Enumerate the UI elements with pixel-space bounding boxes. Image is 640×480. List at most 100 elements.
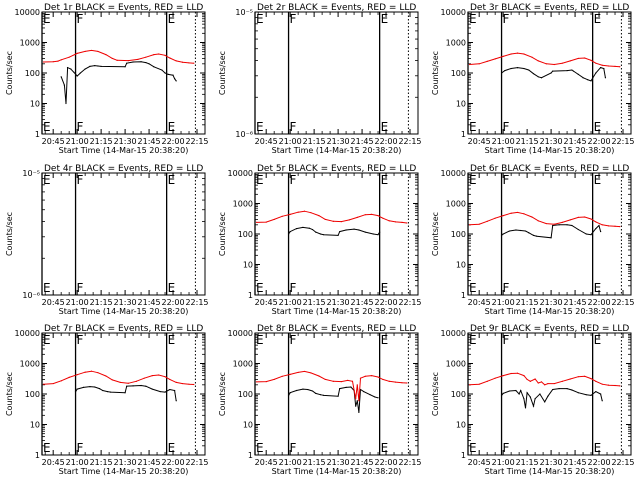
series-lld-line: [469, 52, 620, 68]
series-events-point: [558, 388, 560, 390]
series-lld-point: [478, 63, 480, 65]
y-tick-label: 10000: [228, 169, 253, 178]
marker-label: E: [469, 120, 477, 134]
series-events-point: [295, 228, 298, 230]
series-events-point: [363, 390, 365, 393]
y-axis-label: Counts/sec: [5, 212, 14, 256]
series-lld-point: [164, 376, 166, 378]
x-tick-label: 21:30: [327, 137, 350, 146]
marker-label-top: F: [503, 173, 510, 187]
marker-label-top: E: [256, 12, 264, 26]
marker-label: E: [256, 120, 264, 134]
y-tick-label: 1000: [20, 39, 40, 48]
chart-title: Det 5r BLACK = Events, RED = LLD: [257, 164, 416, 174]
series-lld-point: [188, 383, 190, 385]
series-events-point: [515, 389, 517, 392]
series-events-point: [110, 391, 112, 393]
marker-label-top: F: [290, 173, 297, 187]
y-tick-label: 100: [451, 69, 466, 78]
marker-label: E: [168, 120, 176, 134]
series-lld-point: [42, 383, 45, 385]
series-events-point: [345, 229, 347, 231]
x-axis-label: Start Time (14-Mar-15 20:38:20): [59, 146, 189, 155]
series-lld-point: [537, 220, 539, 222]
series-lld-point: [545, 63, 547, 65]
series-events-point: [315, 392, 317, 394]
series-lld-point: [561, 221, 563, 224]
chart-panel-8: Det 8r BLACK = Events, RED = LLD 1 10 100 10…: [218, 324, 422, 476]
series-lld-point: [175, 60, 177, 62]
x-tick-label: 22:00: [375, 298, 398, 307]
series-lld-point: [502, 375, 504, 377]
series-lld-point: [97, 50, 99, 53]
x-tick-label: 21:00: [492, 458, 515, 467]
series-events-point: [124, 392, 126, 394]
series-lld-point: [356, 216, 358, 219]
series-lld-point: [590, 218, 592, 220]
series-events-point: [600, 67, 602, 69]
series-lld-point: [478, 383, 480, 385]
series-events-point: [82, 386, 85, 388]
series-lld-point: [395, 221, 397, 223]
series-lld-line: [256, 210, 407, 224]
x-tick-label: 21:00: [279, 298, 302, 307]
x-tick-label: 21:15: [516, 298, 539, 307]
x-tick-label: 22:00: [375, 137, 398, 146]
series-lld-point: [127, 382, 129, 384]
series-events-point: [287, 394, 290, 396]
series-lld-point: [590, 59, 592, 61]
series-events-point: [311, 228, 314, 231]
x-tick-label: 21:45: [138, 458, 161, 467]
series-events-point: [377, 234, 379, 236]
series-events-point: [74, 390, 77, 393]
series-lld-point: [553, 382, 555, 385]
series-lld-point: [523, 213, 525, 215]
series-lld-point: [265, 381, 267, 383]
series-events-point: [350, 386, 352, 388]
series-lld-point: [544, 384, 546, 386]
series-events-point: [164, 72, 166, 74]
x-tick-label: 20:45: [255, 458, 278, 467]
series-events-point: [126, 385, 128, 387]
marker-label: F: [77, 120, 84, 134]
y-tick-label: 100: [238, 390, 253, 399]
x-axis-label: Start Time (14-Mar-15 20:38:20): [272, 146, 402, 155]
marker-label: F: [290, 441, 297, 455]
series-events-point: [132, 61, 134, 63]
x-tick-label: 20:45: [255, 298, 278, 307]
series-events-point: [302, 388, 304, 390]
marker-label: F: [503, 120, 510, 134]
x-tick-label: 21:45: [138, 137, 161, 146]
series-events-point: [140, 61, 142, 63]
series-lld-point: [486, 60, 488, 63]
series-events-point: [524, 407, 527, 409]
series-events-point: [532, 73, 535, 75]
series-lld-point: [510, 212, 512, 214]
series-events-point: [302, 226, 304, 228]
series-events-point: [356, 400, 358, 402]
series-events-point: [148, 63, 150, 65]
series-lld-point: [494, 58, 496, 60]
series-events-point: [372, 233, 374, 235]
series-lld-point: [297, 211, 299, 213]
series-lld-point: [188, 62, 190, 64]
series-events-point: [582, 77, 584, 79]
series-lld-point: [510, 53, 512, 55]
y-tick-label: 1: [248, 451, 253, 460]
series-events-point: [97, 65, 99, 67]
x-tick-label: 21:00: [66, 298, 89, 307]
series-events-point: [508, 230, 511, 232]
y-tick-label: 1000: [233, 360, 253, 369]
marker-label-top: E: [469, 173, 477, 187]
series-events-point: [60, 76, 62, 78]
series-lld-point: [601, 224, 603, 226]
series-events-point: [175, 80, 177, 82]
x-tick-label: 20:45: [255, 137, 278, 146]
x-tick-label: 21:00: [492, 137, 515, 146]
marker-label: E: [381, 120, 389, 134]
series-events-point: [287, 233, 290, 235]
x-axis-label: Start Time (14-Mar-15 20:38:20): [272, 307, 402, 316]
series-lld-point: [273, 218, 275, 221]
series-events-line: [501, 224, 602, 239]
y-tick-label: 1: [461, 291, 466, 300]
